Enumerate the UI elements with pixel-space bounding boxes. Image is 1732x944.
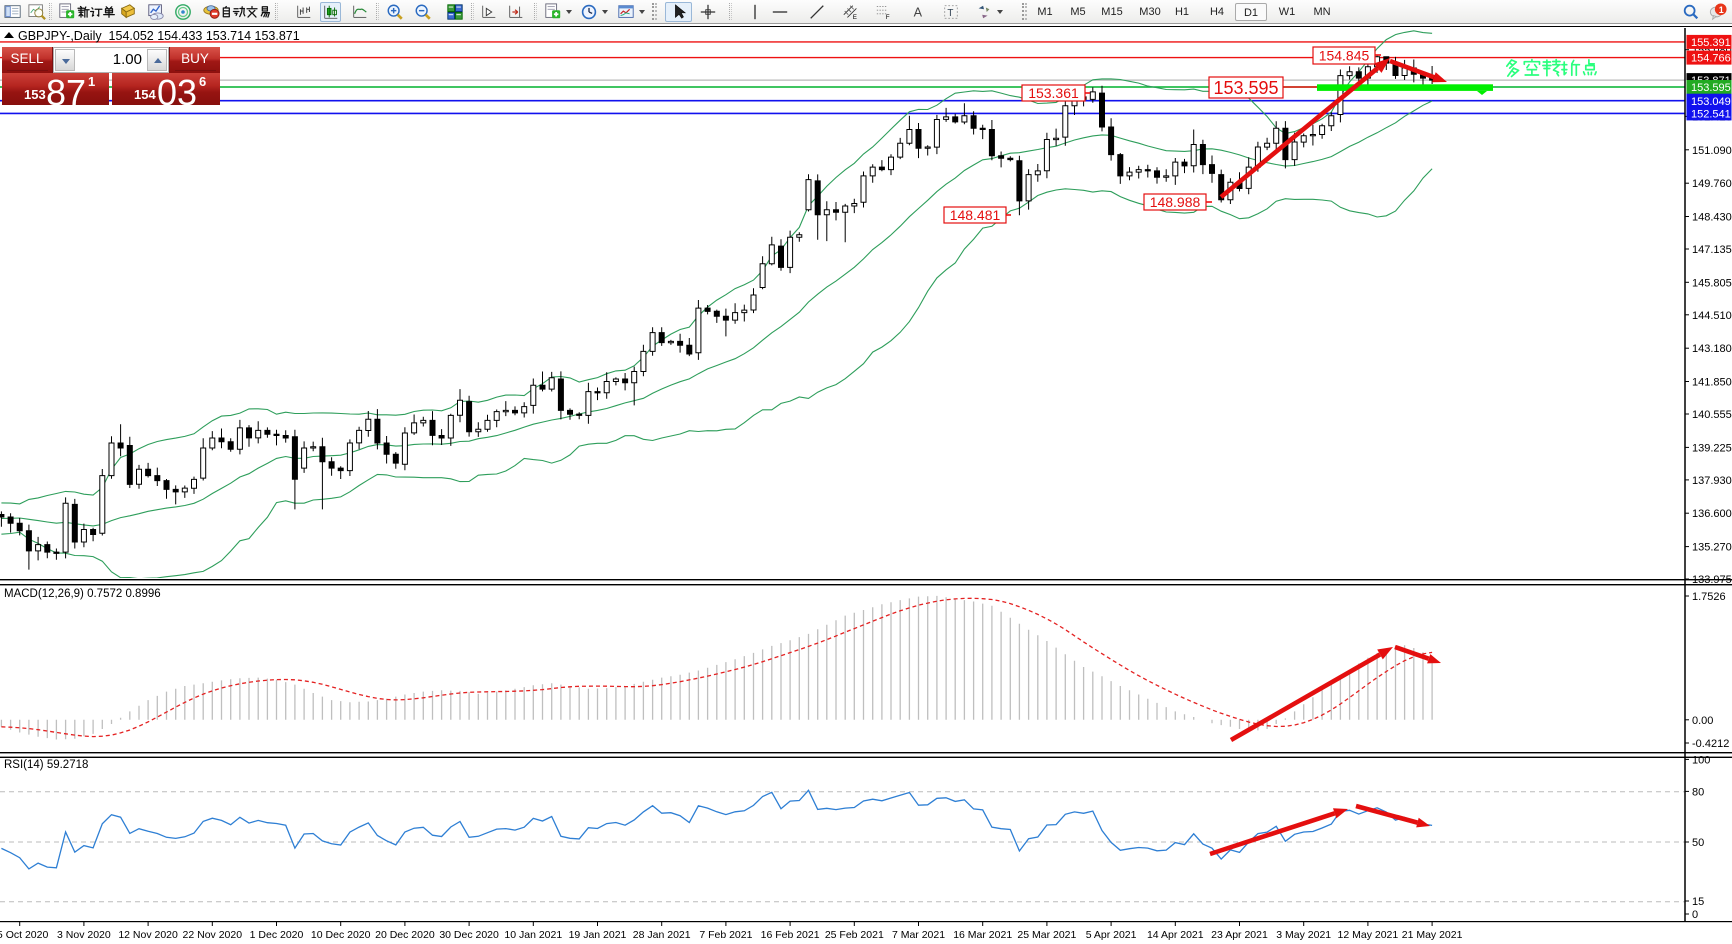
svg-text:7 Feb 2021: 7 Feb 2021 xyxy=(699,929,752,941)
svg-text:154.845: 154.845 xyxy=(1319,48,1370,64)
svg-text:21 May 2021: 21 May 2021 xyxy=(1402,929,1463,941)
svg-text:16 Mar 2021: 16 Mar 2021 xyxy=(953,929,1012,941)
svg-text:MACD(12,26,9) 0.7572 0.8996: MACD(12,26,9) 0.7572 0.8996 xyxy=(4,588,161,600)
svg-text:1 Dec 2020: 1 Dec 2020 xyxy=(250,929,304,941)
svg-text:10 Dec 2020: 10 Dec 2020 xyxy=(311,929,371,941)
svg-text:22 Nov 2020: 22 Nov 2020 xyxy=(183,929,243,941)
svg-text:144.510: 144.510 xyxy=(1692,310,1732,322)
svg-text:GBPJPY-,Daily 154.052 154.433: GBPJPY-,Daily 154.052 154.433 153.714 15… xyxy=(18,29,300,43)
svg-text:141.850: 141.850 xyxy=(1692,377,1732,389)
svg-text:148.988: 148.988 xyxy=(1150,194,1201,210)
svg-text:3 Nov 2020: 3 Nov 2020 xyxy=(57,929,111,941)
svg-text:20 Dec 2020: 20 Dec 2020 xyxy=(375,929,435,941)
svg-text:136.600: 136.600 xyxy=(1692,508,1732,520)
svg-text:143.180: 143.180 xyxy=(1692,343,1732,355)
svg-text:1: 1 xyxy=(1719,5,1724,15)
svg-text:14 Apr 2021: 14 Apr 2021 xyxy=(1147,929,1204,941)
svg-text:E: E xyxy=(852,14,856,21)
svg-text:1.7526: 1.7526 xyxy=(1692,591,1726,603)
svg-text:139.225: 139.225 xyxy=(1692,442,1732,454)
svg-text:152.541: 152.541 xyxy=(1691,109,1731,121)
svg-text:133.975: 133.975 xyxy=(1692,574,1732,586)
svg-text:153.361: 153.361 xyxy=(1028,85,1079,101)
svg-text:5 Apr 2021: 5 Apr 2021 xyxy=(1086,929,1137,941)
svg-text:-0.4212: -0.4212 xyxy=(1692,738,1729,750)
svg-text:151.090: 151.090 xyxy=(1692,145,1732,157)
svg-text:153.595: 153.595 xyxy=(1213,78,1278,98)
svg-text:137.930: 137.930 xyxy=(1692,475,1732,487)
svg-text:25 Mar 2021: 25 Mar 2021 xyxy=(1017,929,1076,941)
svg-text:RSI(14) 59.2718: RSI(14) 59.2718 xyxy=(4,759,88,771)
svg-text:23 Apr 2021: 23 Apr 2021 xyxy=(1211,929,1268,941)
svg-text:25 Oct 2020: 25 Oct 2020 xyxy=(0,929,48,941)
svg-text:154.766: 154.766 xyxy=(1691,53,1731,65)
svg-text:50: 50 xyxy=(1692,837,1704,849)
svg-text:100: 100 xyxy=(1692,754,1710,766)
svg-text:F: F xyxy=(885,14,889,21)
svg-text:149.760: 149.760 xyxy=(1692,178,1732,190)
svg-text:135.270: 135.270 xyxy=(1692,542,1732,554)
svg-text:25 Feb 2021: 25 Feb 2021 xyxy=(825,929,884,941)
svg-text:12 May 2021: 12 May 2021 xyxy=(1338,929,1399,941)
svg-text:153.049: 153.049 xyxy=(1691,96,1731,108)
svg-text:19 Jan 2021: 19 Jan 2021 xyxy=(569,929,627,941)
svg-text:7 Mar 2021: 7 Mar 2021 xyxy=(892,929,945,941)
svg-text:15: 15 xyxy=(1692,896,1704,908)
svg-text:28 Jan 2021: 28 Jan 2021 xyxy=(633,929,691,941)
svg-text:0: 0 xyxy=(1692,909,1698,921)
svg-text:148.481: 148.481 xyxy=(950,207,1001,223)
svg-text:0.00: 0.00 xyxy=(1692,715,1713,727)
svg-text:140.555: 140.555 xyxy=(1692,409,1732,421)
svg-text:148.430: 148.430 xyxy=(1692,212,1732,224)
svg-text:12 Nov 2020: 12 Nov 2020 xyxy=(118,929,178,941)
svg-text:16 Feb 2021: 16 Feb 2021 xyxy=(761,929,820,941)
svg-text:155.391: 155.391 xyxy=(1691,37,1731,49)
svg-text:3 May 2021: 3 May 2021 xyxy=(1276,929,1331,941)
svg-text:147.135: 147.135 xyxy=(1692,244,1732,256)
svg-text:80: 80 xyxy=(1692,786,1704,798)
svg-text:153.595: 153.595 xyxy=(1691,82,1731,94)
svg-text:A: A xyxy=(913,6,922,20)
svg-text:145.805: 145.805 xyxy=(1692,277,1732,289)
svg-text:10 Jan 2021: 10 Jan 2021 xyxy=(504,929,562,941)
svg-text:30 Dec 2020: 30 Dec 2020 xyxy=(439,929,499,941)
svg-text:T: T xyxy=(947,8,953,19)
